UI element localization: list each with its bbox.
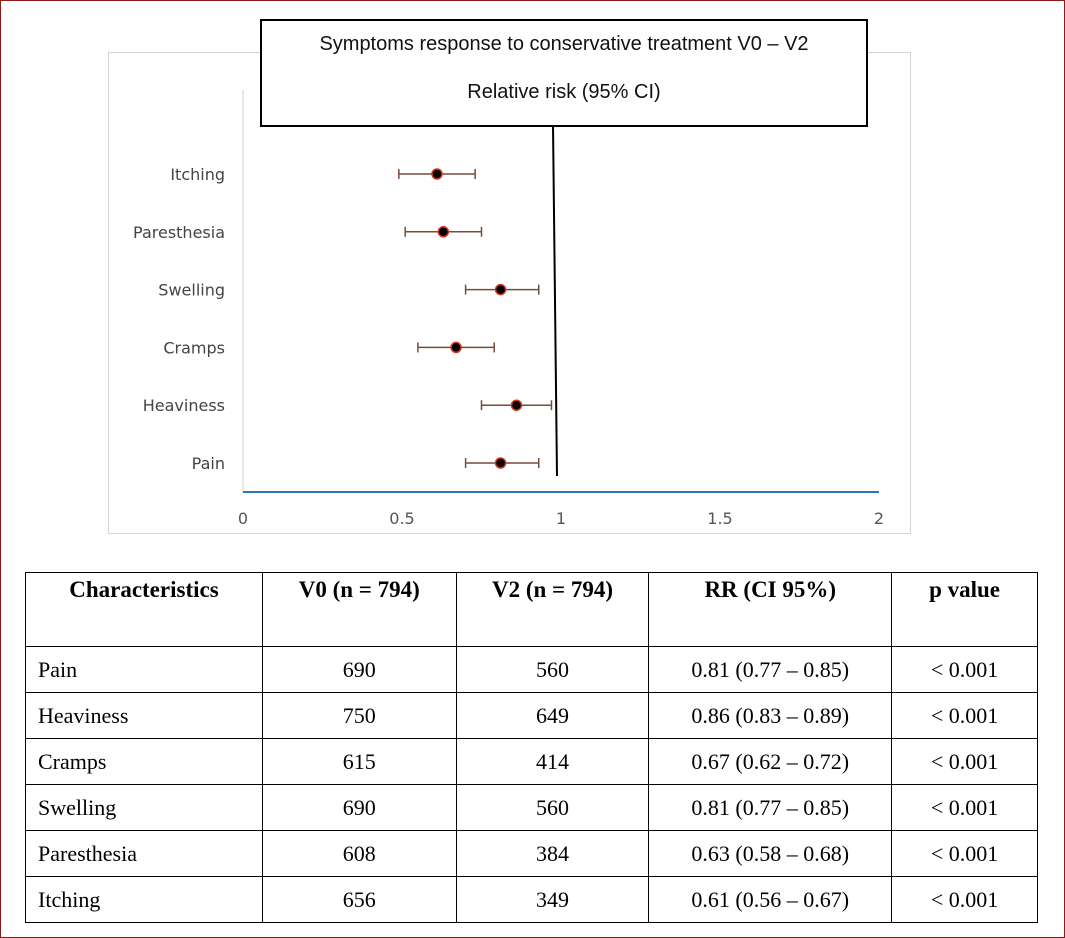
cell-p-value: < 0.001 [891, 738, 1038, 785]
cell-v0: 690 [261, 646, 457, 693]
cell-p-value: < 0.001 [891, 646, 1038, 693]
header-v0: V0 (n = 794) [261, 572, 457, 647]
cell-characteristic: Heaviness [25, 692, 263, 739]
cell-v2: 349 [455, 876, 650, 923]
rr-point [494, 283, 507, 296]
chart-title: Symptoms response to conservative treatm… [319, 33, 809, 55]
reference-line [552, 124, 558, 477]
cell-p-value: < 0.001 [891, 784, 1038, 831]
header-characteristics: Characteristics [25, 572, 263, 647]
cell-rr: 0.63 (0.58 – 0.68) [648, 830, 893, 877]
cell-v0: 656 [261, 876, 457, 923]
cell-v0: 608 [261, 830, 457, 877]
table-row: Swelling 690 560 0.81 (0.77 – 0.85) < 0.… [25, 784, 1038, 831]
cell-v0: 750 [261, 692, 457, 739]
cell-p-value: < 0.001 [891, 876, 1038, 923]
cell-rr: 0.81 (0.77 – 0.85) [648, 784, 893, 831]
cell-p-value: < 0.001 [891, 830, 1038, 877]
rr-point [431, 168, 443, 180]
chart-title-box: Symptoms response to conservative treatm… [260, 19, 868, 127]
rr-point [450, 341, 462, 354]
cell-characteristic: Cramps [25, 738, 263, 785]
cell-rr: 0.86 (0.83 – 0.89) [648, 692, 893, 739]
rr-point [510, 399, 523, 411]
category-label: Cramps [163, 338, 225, 357]
forest-plot: 0 0.5 1 1.5 2 Itching Paresthesia Swelling Cramp… [133, 90, 884, 528]
rr-point [494, 457, 507, 469]
table-row: Paresthesia 608 384 0.63 (0.58 – 0.68) <… [25, 830, 1038, 877]
category-label: Pain [192, 454, 225, 473]
rr-point [437, 226, 450, 238]
table-row: Pain 690 560 0.81 (0.77 – 0.85) < 0.001 [25, 646, 1038, 693]
results-table: Characteristics V0 (n = 794) V2 (n = 794… [25, 572, 1038, 923]
table-row: Itching 656 349 0.61 (0.56 – 0.67) < 0.0… [25, 876, 1038, 923]
cell-v2: 560 [455, 784, 650, 831]
chart-subtitle: Relative risk (95% CI) [467, 81, 661, 103]
cell-v0: 615 [261, 738, 457, 785]
cell-characteristic: Pain [25, 646, 263, 693]
cell-p-value: < 0.001 [891, 692, 1038, 739]
x-tick-label: 2 [874, 509, 884, 528]
category-label: Itching [170, 165, 225, 184]
table-header-row: Characteristics V0 (n = 794) V2 (n = 794… [25, 572, 1038, 647]
cell-v0: 690 [261, 784, 457, 831]
x-tick-label: 1.5 [707, 509, 732, 528]
cell-rr: 0.61 (0.56 – 0.67) [648, 876, 893, 923]
category-label: Paresthesia [133, 223, 225, 242]
cell-v2: 384 [455, 830, 650, 877]
table-row: Heaviness 750 649 0.86 (0.83 – 0.89) < 0… [25, 692, 1038, 739]
cell-v2: 414 [455, 738, 650, 785]
x-tick-label: 0 [238, 509, 248, 528]
category-label: Swelling [158, 281, 225, 300]
header-rr: RR (CI 95%) [648, 572, 893, 647]
cell-characteristic: Swelling [25, 784, 263, 831]
x-tick-label: 1 [556, 509, 566, 528]
cell-v2: 649 [455, 692, 650, 739]
category-label: Heaviness [143, 396, 225, 415]
plot-panel [108, 52, 911, 534]
x-tick-label: 0.5 [389, 509, 414, 528]
header-v2: V2 (n = 794) [455, 572, 650, 647]
cell-rr: 0.81 (0.77 – 0.85) [648, 646, 893, 693]
table-row: Cramps 615 414 0.67 (0.62 – 0.72) < 0.00… [25, 738, 1038, 785]
cell-v2: 560 [455, 646, 650, 693]
cell-characteristic: Paresthesia [25, 830, 263, 877]
cell-rr: 0.67 (0.62 – 0.72) [648, 738, 893, 785]
header-p-value: p value [891, 572, 1038, 647]
cell-characteristic: Itching [25, 876, 263, 923]
